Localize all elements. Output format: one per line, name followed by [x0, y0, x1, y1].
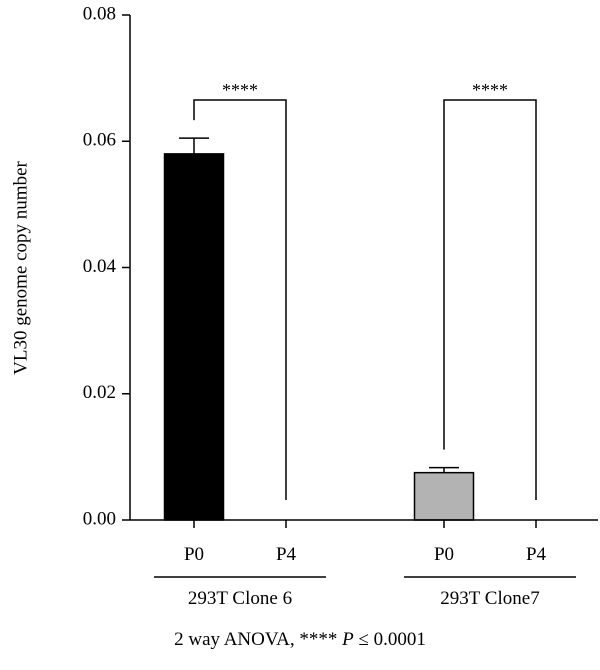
y-tick-label-2: 0.04 [83, 256, 117, 277]
footnote-prefix: 2 way ANOVA, **** [174, 629, 342, 650]
y-tick-label-0: 0.00 [83, 508, 116, 529]
significance-bracket-1 [443, 99, 537, 500]
y-axis-label: VL30 genome copy number [10, 160, 31, 374]
bar-1-0 [413, 471, 475, 521]
group-label-1: 293T Clone7 [440, 588, 539, 609]
significance-bracket-0 [193, 99, 287, 500]
significance-brackets: **** **** [193, 80, 537, 500]
x-category-label-0-1: P4 [276, 544, 297, 565]
y-tick-label-4: 0.08 [83, 3, 116, 24]
bars [163, 137, 475, 521]
x-category-label-1-1: P4 [526, 544, 547, 565]
x-axis: P0 P4 293T Clone 6 P0 P4 293T Clone7 [130, 519, 598, 609]
y-axis: 0.00 0.02 0.04 0.06 0.08 [83, 3, 131, 529]
y-tick-label-1: 0.02 [83, 382, 116, 403]
x-category-label-0-0: P0 [184, 544, 204, 565]
x-category-label-1-0: P0 [434, 544, 454, 565]
footnote: 2 way ANOVA, **** P ≤ 0.0001 [174, 629, 426, 650]
footnote-p: P [341, 629, 354, 650]
significance-label-1: **** [472, 80, 508, 100]
y-tick-label-3: 0.06 [83, 130, 116, 151]
group-label-0: 293T Clone 6 [188, 588, 292, 609]
significance-label-0: **** [222, 80, 258, 100]
bar-0-0 [163, 153, 225, 521]
footnote-suffix: ≤ 0.0001 [354, 629, 426, 650]
